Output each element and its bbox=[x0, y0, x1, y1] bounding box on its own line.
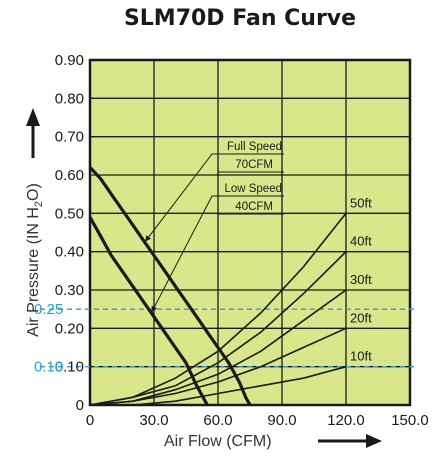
x-axis-label: Air Flow (CFM) bbox=[164, 433, 272, 450]
system-curve-label: 10ft bbox=[350, 349, 372, 364]
fan-curve-annotation-cfm: 40CFM bbox=[235, 201, 273, 213]
annotations: Full Speed 70CFM Low Speed 40CFM bbox=[145, 141, 284, 313]
system-curve-label: 40ft bbox=[350, 234, 372, 249]
x-axis-arrow-icon bbox=[318, 434, 382, 448]
grid bbox=[90, 60, 410, 405]
fan-curve-annotation-cfm: 70CFM bbox=[235, 159, 273, 171]
x-tick-label: 30.0 bbox=[139, 412, 168, 429]
x-tick-label: 0 bbox=[86, 412, 94, 429]
x-tick-label: 90.0 bbox=[267, 412, 296, 429]
axis-ticks: 0 30.0 60.0 90.0 120.0 150.0 0 0.10 0.20 0.30 0.40… bbox=[34, 52, 429, 429]
annotation-leader bbox=[145, 153, 220, 242]
system-curve-label: 20ft bbox=[350, 310, 372, 325]
system-curve-label: 30ft bbox=[350, 272, 372, 287]
y-tick-label: 0.30 bbox=[55, 282, 84, 299]
fan-curve-annotation-title: Full Speed bbox=[227, 141, 282, 153]
fan-curve-line bbox=[88, 216, 209, 406]
chart-title: SLM70D Fan Curve bbox=[123, 6, 357, 31]
reference-line-label: 0.25 bbox=[34, 301, 63, 318]
fan-curve-annotation-title: Low Speed bbox=[224, 183, 282, 195]
y-axis-arrow-icon bbox=[26, 108, 40, 158]
reference-line-label: 0.10 bbox=[34, 359, 63, 376]
y-tick-label: 0.40 bbox=[55, 244, 84, 261]
y-tick-label: 0.50 bbox=[55, 205, 84, 222]
y-tick-label: 0.90 bbox=[55, 52, 84, 69]
x-tick-label: 150.0 bbox=[391, 412, 429, 429]
fan-curve-line bbox=[88, 166, 252, 406]
system-curve-line bbox=[89, 327, 347, 406]
y-axis-label: Air Pressure (IN H2O) bbox=[25, 183, 45, 337]
y-tick-label: 0.10 bbox=[55, 359, 84, 376]
system-curve-line bbox=[89, 251, 347, 406]
annotation-leader bbox=[151, 195, 220, 313]
y-tick-label: 0 bbox=[76, 397, 84, 414]
system-curve-label: 50ft bbox=[350, 195, 372, 210]
plot-area bbox=[88, 58, 412, 407]
y-tick-label: 0.70 bbox=[55, 129, 84, 146]
y-tick-label: 0.80 bbox=[55, 90, 84, 107]
y-tick-label: 0.20 bbox=[55, 320, 84, 337]
curves: 50ft 40ft 30ft 20ft 10ft bbox=[88, 166, 372, 406]
y-tick-label: 0.60 bbox=[55, 167, 84, 184]
x-tick-label: 60.0 bbox=[203, 412, 232, 429]
system-curve-line bbox=[90, 365, 347, 406]
x-tick-label: 120.0 bbox=[327, 412, 365, 429]
